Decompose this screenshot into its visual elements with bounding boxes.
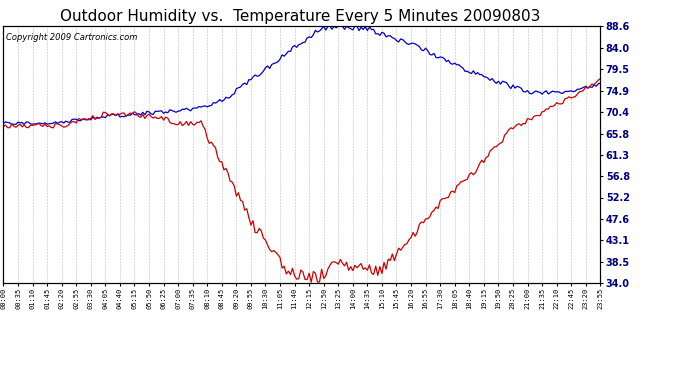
Text: Outdoor Humidity vs.  Temperature Every 5 Minutes 20090803: Outdoor Humidity vs. Temperature Every 5… xyxy=(60,9,540,24)
Text: Copyright 2009 Cartronics.com: Copyright 2009 Cartronics.com xyxy=(6,33,138,42)
